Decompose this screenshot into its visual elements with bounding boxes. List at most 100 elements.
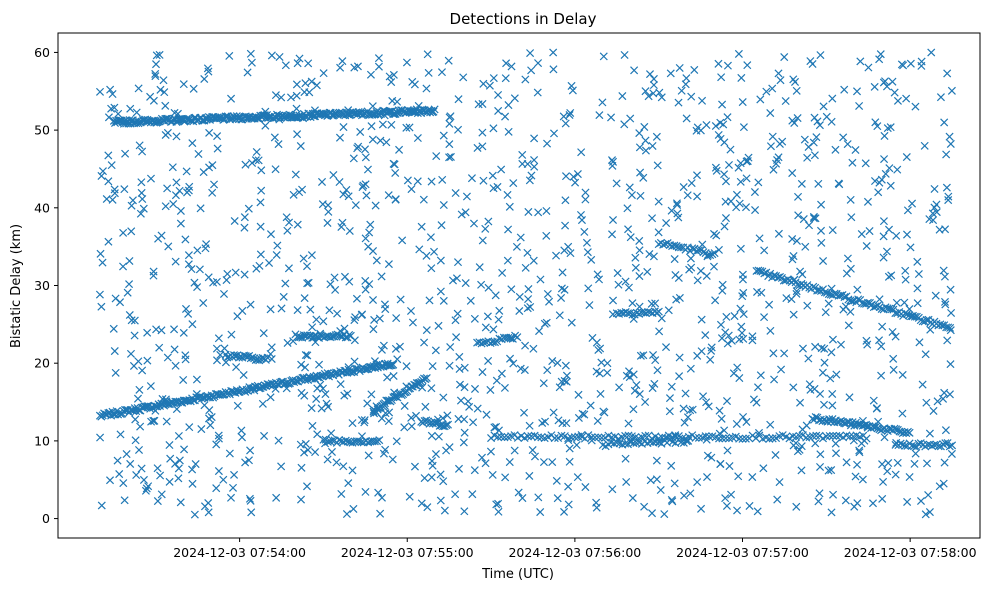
data-point: [179, 375, 188, 385]
data-point: [649, 350, 658, 360]
data-point: [107, 161, 116, 170]
data-point: [552, 476, 561, 485]
data-point: [105, 476, 115, 485]
y-tick-label: 50: [34, 123, 50, 138]
data-point: [668, 497, 677, 506]
data-point: [155, 50, 164, 59]
data-point: [243, 68, 252, 77]
data-point: [525, 471, 534, 480]
data-point: [906, 59, 915, 68]
data-point: [862, 241, 871, 251]
data-point: [903, 497, 912, 506]
data-point: [518, 159, 527, 168]
data-point: [272, 493, 281, 502]
data-point: [757, 288, 766, 297]
data-point: [814, 497, 823, 506]
data-point: [323, 455, 332, 464]
data-point: [791, 439, 800, 448]
data-point: [266, 305, 275, 314]
data-point: [624, 283, 633, 292]
data-point: [505, 458, 514, 467]
data-point: [524, 207, 533, 216]
data-point: [136, 209, 145, 218]
data-point: [685, 265, 694, 274]
data-point: [504, 225, 513, 234]
data-point: [407, 413, 416, 422]
data-point: [497, 369, 506, 378]
data-point: [553, 494, 562, 503]
data-point: [489, 124, 498, 133]
data-point: [303, 351, 312, 360]
data-point: [811, 342, 820, 351]
data-point: [812, 133, 821, 142]
data-point: [587, 436, 596, 445]
data-point: [301, 79, 310, 88]
data-point: [567, 318, 576, 327]
data-point: [427, 431, 436, 440]
data-point: [599, 52, 608, 61]
data-point: [826, 374, 835, 383]
data-point: [869, 396, 878, 405]
data-point: [494, 507, 503, 516]
data-point: [908, 312, 917, 321]
data-point: [840, 85, 849, 94]
data-point: [796, 267, 805, 276]
data-point: [477, 339, 486, 348]
data-point: [565, 110, 574, 120]
data-point: [587, 255, 596, 264]
data-point: [765, 434, 774, 443]
data-point: [336, 380, 345, 389]
data-point: [436, 287, 445, 296]
data-point: [863, 197, 872, 206]
data-point: [945, 132, 954, 141]
data-point: [693, 478, 702, 487]
data-point: [402, 362, 411, 371]
data-point: [765, 300, 774, 309]
data-point: [273, 241, 282, 250]
data-point: [738, 292, 747, 301]
data-point: [703, 252, 712, 261]
data-point: [816, 450, 825, 459]
data-point: [734, 163, 743, 172]
data-point: [231, 268, 240, 277]
data-point: [564, 434, 573, 443]
data-point: [946, 139, 955, 148]
data-point: [479, 176, 488, 185]
data-point: [613, 269, 622, 278]
data-point: [915, 338, 924, 347]
data-point: [839, 133, 848, 142]
data-point: [338, 57, 347, 66]
data-point: [647, 299, 656, 308]
data-point: [686, 489, 695, 498]
data-point: [277, 462, 286, 471]
data-point: [439, 131, 448, 140]
data-point: [429, 247, 439, 256]
data-point: [738, 270, 747, 279]
data-point: [413, 177, 422, 186]
data-point: [313, 384, 322, 393]
data-point: [299, 114, 308, 123]
data-point: [189, 84, 198, 93]
data-point: [782, 294, 791, 303]
data-point: [405, 123, 414, 132]
data-point: [883, 124, 892, 133]
data-point: [342, 509, 351, 519]
data-point: [454, 414, 463, 423]
data-point: [878, 322, 887, 331]
data-point: [378, 120, 387, 129]
data-point: [534, 59, 543, 68]
data-point: [939, 266, 948, 275]
data-point: [489, 184, 498, 193]
data-point: [238, 306, 247, 315]
data-point: [944, 192, 953, 201]
data-point: [187, 264, 196, 274]
data-point: [464, 397, 473, 406]
data-point: [582, 238, 591, 247]
data-point: [490, 423, 499, 432]
data-point: [521, 341, 530, 350]
data-point: [771, 450, 780, 460]
data-point: [210, 180, 219, 189]
data-point: [842, 458, 851, 467]
data-point: [478, 368, 487, 377]
data-point: [664, 306, 673, 315]
